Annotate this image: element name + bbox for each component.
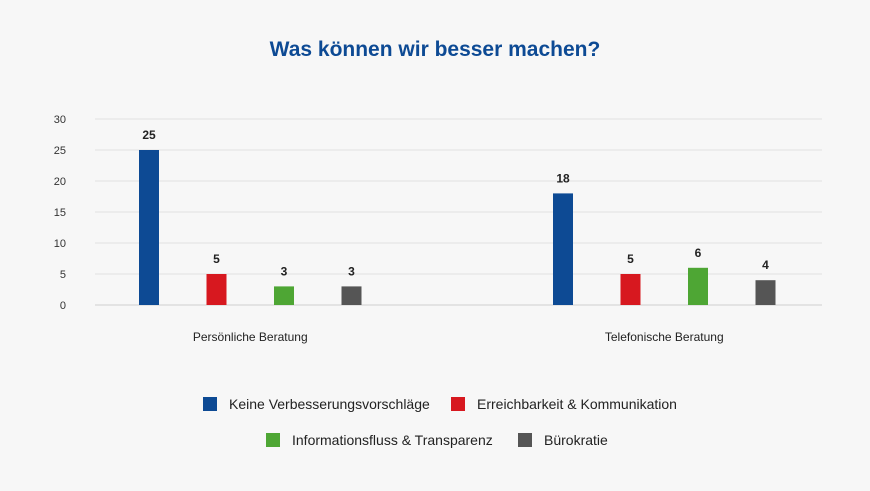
legend-label: Informationsfluss & Transparenz [292, 432, 493, 448]
legend-label: Keine Verbesserungsvorschläge [229, 396, 430, 412]
data-label: 5 [627, 252, 634, 266]
legend-item-keine-verbesserungsvorschlaege: Keine Verbesserungsvorschläge [203, 396, 430, 412]
data-label: 3 [348, 264, 355, 278]
y-tick-label: 15 [54, 207, 66, 219]
data-label: 25 [142, 128, 156, 142]
data-label: 6 [695, 246, 702, 260]
bar [620, 274, 641, 305]
bar [755, 280, 776, 305]
data-label: 18 [556, 171, 570, 185]
bar [688, 267, 708, 305]
x-category-label: Persönliche Beratung [193, 330, 308, 344]
legend-swatch [266, 433, 280, 447]
legend-item-informationsfluss: Informationsfluss & Transparenz [266, 432, 493, 448]
bar [139, 150, 159, 305]
legend-label: Bürokratie [544, 432, 608, 448]
data-label: 4 [762, 258, 769, 272]
legend-swatch [518, 433, 532, 447]
bar [206, 274, 227, 305]
bar [553, 193, 573, 305]
y-tick-label: 5 [60, 269, 66, 281]
legend-swatch [203, 397, 217, 411]
data-label: 5 [213, 252, 220, 266]
y-tick-label: 20 [54, 176, 66, 188]
legend-swatch [451, 397, 465, 411]
legend-item-buerokratie: Bürokratie [518, 432, 608, 448]
legend-item-erreichbarkeit: Erreichbarkeit & Kommunikation [451, 396, 677, 412]
data-label: 3 [281, 264, 288, 278]
bar [274, 286, 294, 305]
chart-title: Was können wir besser machen? [269, 38, 601, 61]
bar [341, 286, 362, 305]
y-tick-label: 0 [60, 300, 66, 312]
y-tick-label: 10 [54, 238, 66, 250]
x-category-label: Telefonische Beratung [605, 330, 724, 344]
y-tick-label: 25 [54, 145, 66, 157]
y-tick-label: 30 [54, 114, 66, 126]
legend-label: Erreichbarkeit & Kommunikation [477, 396, 677, 412]
